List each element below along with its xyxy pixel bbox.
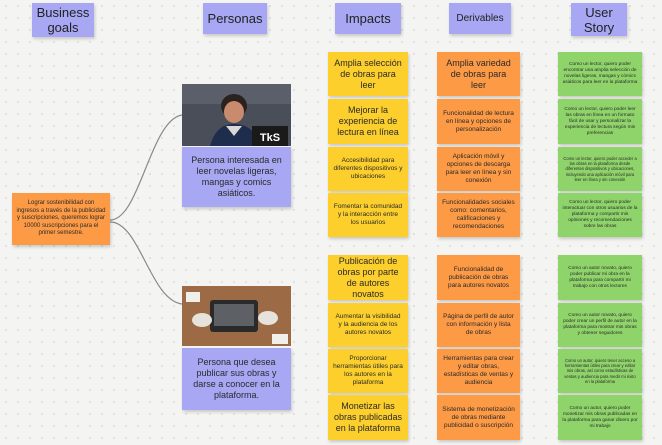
persona-1-photo-caption: TkS bbox=[260, 132, 280, 144]
impact-note[interactable]: Publicación de obras por parte de autore… bbox=[328, 255, 408, 300]
connector-goal-persona-2 bbox=[109, 221, 183, 305]
impact-note[interactable]: Accesibilidad para diferentes dispositiv… bbox=[328, 147, 408, 191]
note-text: Monetizar las obras publicadas en la pla… bbox=[333, 401, 403, 433]
note-text: Funcionalidad de publicación de obras pa… bbox=[447, 265, 510, 289]
user-story-note[interactable]: Como un autor novato, quiero poder publi… bbox=[558, 255, 642, 300]
user-story-note[interactable]: Como un lector, quiero poder leer las ob… bbox=[558, 99, 642, 144]
persona-1-image: TkS bbox=[182, 84, 291, 146]
impact-note[interactable]: Amplia selección de obras para leer bbox=[328, 52, 408, 96]
derivable-note[interactable]: Página de perfil de autor con informació… bbox=[437, 303, 520, 347]
derivable-note[interactable]: Funcionalidad de lectura en línea y opci… bbox=[437, 99, 520, 144]
note-text: Funcionalidades sociales como: comentari… bbox=[442, 199, 515, 230]
note-text: Mejorar la experiencia de lectura en lín… bbox=[337, 105, 399, 137]
persona-2-image bbox=[182, 286, 291, 346]
header-impacts[interactable]: Impacts bbox=[335, 3, 401, 34]
user-story-note[interactable]: Como un autor novato, quiero poder crear… bbox=[558, 303, 642, 347]
header-label: User Story bbox=[583, 4, 615, 35]
note-text: Herramientas para crear y editar obras, … bbox=[443, 355, 514, 386]
note-text: Amplia variedad de obras para leer bbox=[446, 57, 511, 90]
note-text: Como un lector, quiero poder interactuar… bbox=[562, 200, 638, 229]
note-text: Como un lector, quiero poder acceder a l… bbox=[563, 155, 637, 182]
note-text: Sistema de monetización de obras mediant… bbox=[442, 405, 515, 429]
header-user-story[interactable]: User Story bbox=[571, 3, 627, 36]
header-label: Impacts bbox=[345, 11, 391, 26]
note-text: Accesibilidad para diferentes dispositiv… bbox=[333, 157, 403, 180]
note-text: Persona que desea publicar sus obras y d… bbox=[193, 357, 280, 400]
impact-note[interactable]: Fomentar la comunidad y la interacción e… bbox=[328, 193, 408, 237]
impact-note[interactable]: Proporcionar herramientas útiles para lo… bbox=[328, 349, 408, 393]
persona-2-photo[interactable] bbox=[182, 286, 291, 346]
header-personas[interactable]: Personas bbox=[203, 3, 267, 34]
header-label: Derivables bbox=[456, 13, 504, 24]
derivable-note[interactable]: Amplia variedad de obras para leer bbox=[437, 52, 520, 96]
connector-goal-persona-1 bbox=[109, 114, 183, 221]
note-text: Página de perfil de autor con informació… bbox=[443, 313, 514, 336]
header-label: Business goals bbox=[36, 5, 90, 35]
persona-2-note[interactable]: Persona que desea publicar sus obras y d… bbox=[182, 348, 291, 410]
derivable-note[interactable]: Aplicación móvil y opciones de descarga … bbox=[437, 147, 520, 191]
note-text: Funcionalidad de lectura en línea y opci… bbox=[443, 109, 514, 133]
derivable-note[interactable]: Funcionalidad de publicación de obras pa… bbox=[437, 255, 520, 300]
persona-1-photo[interactable]: TkS bbox=[182, 84, 291, 146]
user-story-note[interactable]: Como un lector, quiero poder acceder a l… bbox=[558, 147, 642, 191]
note-text: Amplia selección de obras para leer bbox=[334, 57, 402, 90]
user-story-note[interactable]: Como un autor, quiero tener acceso a her… bbox=[558, 349, 642, 393]
user-story-note[interactable]: Como un lector, quiero poder interactuar… bbox=[558, 193, 642, 237]
business-goal-note[interactable]: Lograr sostenibilidad con ingresos a tra… bbox=[12, 193, 110, 245]
note-text: Como un autor, quiero tener acceso a her… bbox=[564, 357, 636, 384]
impact-note[interactable]: Aumentar la visibilidad y la audiencia d… bbox=[328, 303, 408, 347]
note-text: Fomentar la comunidad y la interacción e… bbox=[333, 203, 403, 226]
user-story-note[interactable]: Como un lector, quiero poder encontrar u… bbox=[558, 52, 642, 96]
note-text: Publicación de obras por parte de autore… bbox=[337, 255, 399, 299]
note-text: Como un autor novato, quiero poder publi… bbox=[568, 265, 632, 289]
note-text: Como un autor novato, quiero poder crear… bbox=[563, 313, 637, 336]
header-label: Personas bbox=[207, 11, 263, 26]
impact-note[interactable]: Mejorar la experiencia de lectura en lín… bbox=[328, 99, 408, 144]
user-story-note[interactable]: Como un autor, quiero poder monetizar mi… bbox=[558, 395, 642, 440]
note-text: Proporcionar herramientas útiles para lo… bbox=[333, 355, 403, 386]
impact-note[interactable]: Monetizar las obras publicadas en la pla… bbox=[328, 395, 408, 440]
note-text: Aplicación móvil y opciones de descarga … bbox=[445, 153, 512, 184]
persona-1-note[interactable]: Persona interesada en leer novelas liger… bbox=[182, 147, 291, 207]
note-text: Como un lector, quiero poder encontrar u… bbox=[562, 62, 638, 85]
note-text: Como un lector, quiero poder leer las ob… bbox=[564, 106, 636, 136]
note-text: Lograr sostenibilidad con ingresos a tra… bbox=[16, 200, 106, 237]
derivable-note[interactable]: Herramientas para crear y editar obras, … bbox=[437, 349, 520, 393]
derivable-note[interactable]: Funcionalidades sociales como: comentari… bbox=[437, 193, 520, 237]
note-text: Como un autor, quiero poder monetizar mi… bbox=[562, 405, 638, 429]
header-derivables[interactable]: Derivables bbox=[449, 3, 511, 34]
note-text: Aumentar la visibilidad y la audiencia d… bbox=[335, 313, 401, 336]
note-text: Persona interesada en leer novelas liger… bbox=[191, 155, 282, 198]
header-business-goals[interactable]: Business goals bbox=[32, 3, 94, 37]
derivable-note[interactable]: Sistema de monetización de obras mediant… bbox=[437, 395, 520, 440]
